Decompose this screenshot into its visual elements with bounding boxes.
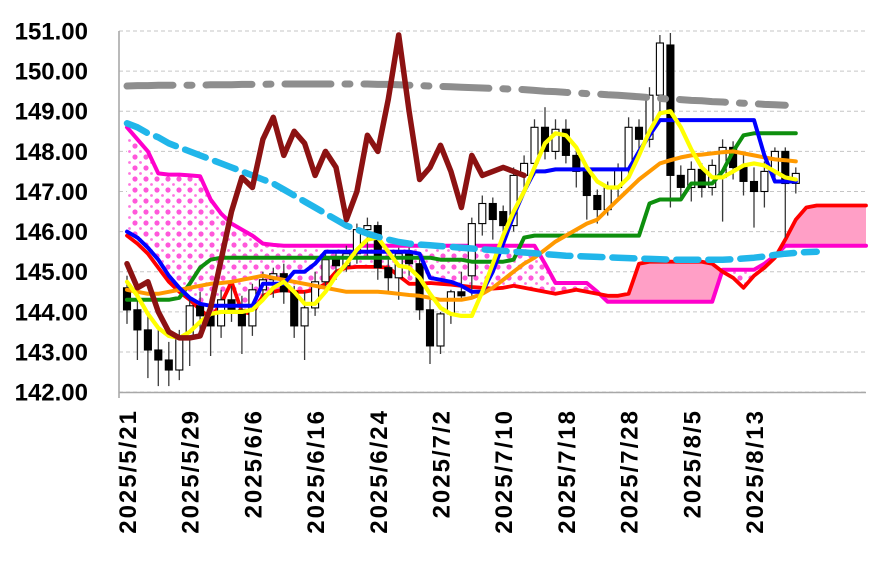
candle xyxy=(154,327,163,387)
candle xyxy=(415,257,424,320)
candle xyxy=(164,341,173,387)
axes xyxy=(118,31,866,398)
y-axis-label: 151.00 xyxy=(15,19,88,46)
x-axis-label: 2025/8/13 xyxy=(742,409,769,534)
y-axis-label: 149.00 xyxy=(15,99,88,126)
candle xyxy=(676,165,685,198)
candle xyxy=(143,313,152,379)
series-ma-gray-dashdot xyxy=(123,80,789,109)
candle xyxy=(133,297,142,360)
candle xyxy=(634,119,644,152)
y-axis-label: 148.00 xyxy=(15,139,88,166)
x-axis-label: 2025/7/18 xyxy=(554,409,581,534)
candle-body xyxy=(655,42,664,96)
candle-body xyxy=(164,359,173,371)
candle-body xyxy=(739,166,748,182)
candle xyxy=(760,161,769,208)
cloud-bullish-area xyxy=(127,127,598,318)
candle-body xyxy=(154,349,163,361)
x-axis-label: 2025/5/21 xyxy=(115,409,142,534)
candle xyxy=(582,167,591,220)
candle-body xyxy=(645,94,654,140)
series-ma-fast-yellow xyxy=(124,109,798,340)
candle xyxy=(687,161,696,202)
candle xyxy=(478,195,487,236)
y-axis-label: 146.00 xyxy=(15,219,88,246)
series-chikou-darkred xyxy=(124,32,527,341)
y-axis-label: 150.00 xyxy=(15,59,88,86)
x-axis-label: 2025/7/2 xyxy=(429,409,456,518)
candle-body xyxy=(415,263,424,311)
candle xyxy=(749,167,759,228)
candle xyxy=(425,299,435,364)
candle-body xyxy=(582,170,591,197)
candle-body xyxy=(593,194,602,211)
series-ma-cyan-dashed xyxy=(123,120,820,263)
candle-body xyxy=(133,309,142,331)
series-ma-slow-green xyxy=(125,131,798,302)
candle-body xyxy=(311,281,320,309)
candle-body xyxy=(499,211,508,227)
x-axis-label: 2025/8/5 xyxy=(679,409,706,518)
candle xyxy=(436,311,445,354)
x-axis-label: 2025/6/16 xyxy=(303,409,330,534)
y-axis-label: 145.00 xyxy=(15,259,88,286)
candle xyxy=(311,271,320,316)
candle-body xyxy=(760,170,769,193)
candle-body xyxy=(488,202,497,221)
candle-body xyxy=(143,329,152,351)
candle-body xyxy=(363,225,372,231)
candle-body xyxy=(478,202,487,225)
y-axis-label: 144.00 xyxy=(15,299,88,326)
x-axis-label: 2025/6/6 xyxy=(240,409,267,518)
cloud-bearish-area xyxy=(597,261,723,302)
candle-body xyxy=(425,309,435,347)
x-axis-label: 2025/7/28 xyxy=(617,409,644,534)
candle-body xyxy=(634,126,644,140)
candle xyxy=(488,197,497,240)
candle-body xyxy=(384,267,393,279)
x-axis-labels: 2025/5/21 2025/5/29 2025/6/6 2025/6/16 2025/… xyxy=(115,409,769,534)
y-axis-label: 147.00 xyxy=(15,179,88,206)
candle-body xyxy=(676,174,685,188)
series-kijun-blue xyxy=(125,118,798,308)
y-axis-label: 142.00 xyxy=(15,380,88,407)
candle-body xyxy=(331,259,341,267)
candle-body xyxy=(300,307,309,327)
candle-body xyxy=(687,168,696,189)
candle-body xyxy=(175,337,184,371)
candle-body xyxy=(457,291,466,297)
x-axis-label: 2025/7/10 xyxy=(491,409,518,534)
candle xyxy=(551,119,560,160)
candle xyxy=(384,259,393,292)
candle xyxy=(739,153,748,196)
x-axis-label: 2025/5/29 xyxy=(178,409,205,534)
y-axis-label: 143.00 xyxy=(15,340,88,367)
y-axis-labels: 151.00 150.00 149.00 148.00 147.00 146.00 145.… xyxy=(15,19,88,407)
series-ma-mid-orange xyxy=(125,149,798,302)
candle xyxy=(655,35,664,116)
candle xyxy=(446,289,455,324)
candle-body xyxy=(196,305,205,317)
x-axis-label: 2025/6/24 xyxy=(366,409,393,534)
candle-body xyxy=(436,313,445,347)
candle-body xyxy=(373,225,382,269)
candle-body xyxy=(749,180,759,193)
candle-body xyxy=(551,128,560,152)
candle-body xyxy=(321,259,330,283)
